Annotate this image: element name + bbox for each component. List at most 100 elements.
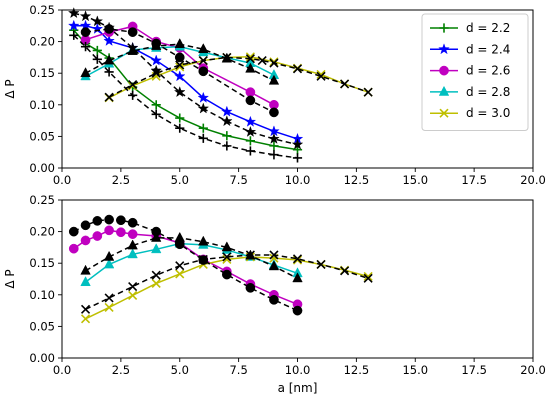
data-point: [245, 146, 255, 156]
data-point: [222, 141, 232, 151]
data-point: [128, 282, 138, 292]
data-point: [245, 62, 256, 73]
y-tick-label: 0.10: [29, 288, 55, 302]
series-ref-2: [80, 252, 373, 324]
data-point: [91, 15, 104, 27]
data-point: [292, 272, 303, 283]
chart-panel-2: 0.0 2.5 5.0 7.5 10.0 12.5 15.0 17.5 20.0 0.00 0.05…: [3, 193, 546, 395]
data-point: [291, 138, 304, 150]
legend-label: d = 3.0: [466, 106, 510, 120]
data-point: [197, 102, 210, 114]
legend-entry: d = 2.8: [430, 85, 510, 99]
series-ref-5: [69, 30, 303, 163]
x-tick-label: 12.5: [344, 173, 370, 187]
series-d-2-2: [69, 25, 303, 155]
y-axis-label: Δ P: [3, 269, 17, 288]
legend: d = 2.2 d = 2.4 d = 2.6 d = 2.8 d = 3.0: [421, 13, 529, 131]
data-point: [268, 260, 280, 271]
data-point: [175, 62, 185, 72]
data-point: [292, 305, 303, 316]
series-line: [85, 242, 298, 283]
data-point: [269, 58, 279, 68]
x-tick-label: 12.5: [344, 363, 370, 377]
data-point: [340, 266, 350, 276]
x-tick-label: 7.5: [229, 363, 247, 377]
data-point: [104, 225, 114, 236]
data-point: [269, 107, 279, 118]
data-point: [292, 153, 303, 163]
data-point: [269, 150, 279, 160]
data-point: [128, 90, 138, 100]
data-point: [104, 67, 114, 77]
data-point: [198, 133, 208, 143]
data-point: [198, 55, 208, 66]
legend-marker: [439, 65, 449, 76]
x-tick-label: 2.5: [112, 363, 130, 377]
y-tick-label: 0.25: [29, 3, 55, 17]
x-tick-label: 10.0: [285, 363, 311, 377]
data-point: [245, 250, 255, 260]
y-tick-label: 0.25: [29, 193, 55, 207]
series-ref-6: [67, 7, 304, 150]
data-point: [174, 231, 185, 242]
y-tick-label: 0.05: [29, 319, 55, 333]
x-tick-label: 20.0: [520, 363, 546, 377]
data-point: [222, 269, 232, 280]
data-point: [363, 271, 373, 282]
data-point: [79, 10, 92, 22]
data-point: [92, 216, 103, 226]
series-ref-1: [80, 237, 303, 287]
data-point: [104, 24, 114, 34]
data-point: [175, 60, 185, 70]
data-point: [127, 248, 138, 259]
x-tick-label: 10.0: [285, 173, 311, 187]
data-point: [116, 227, 126, 238]
data-point: [67, 19, 80, 31]
data-point: [292, 255, 303, 265]
series-group: [67, 7, 373, 163]
data-point: [245, 87, 256, 98]
data-point: [175, 123, 185, 133]
legend-marker: [439, 108, 449, 118]
data-point: [268, 132, 280, 144]
data-point: [245, 52, 255, 62]
data-point: [245, 136, 255, 146]
data-point: [128, 290, 138, 300]
legend-label: d = 2.8: [466, 85, 510, 99]
series-line: [73, 29, 298, 151]
data-point: [92, 45, 102, 56]
y-tick-label: 0.20: [29, 225, 55, 239]
data-point: [151, 68, 161, 78]
data-point: [80, 314, 91, 324]
series-ref-4: [80, 231, 303, 283]
x-tick-label: 2.5: [112, 173, 130, 187]
data-point: [80, 264, 91, 275]
data-point: [151, 278, 161, 288]
x-tick-label: 0.0: [53, 173, 71, 187]
series-line: [85, 45, 275, 78]
data-point: [198, 123, 208, 133]
data-point: [257, 55, 267, 66]
series-group: [68, 214, 373, 324]
x-tick-label: 0.0: [53, 363, 71, 377]
series-line: [108, 56, 369, 99]
data-point: [103, 34, 115, 46]
data-point: [68, 226, 79, 237]
data-point: [269, 141, 279, 151]
data-point: [67, 7, 80, 19]
x-tick-label: 20.0: [520, 173, 546, 187]
data-point: [222, 252, 232, 262]
legend-label: d = 2.2: [466, 21, 510, 35]
legend-marker: [439, 23, 449, 33]
y-tick-label: 0.15: [29, 256, 55, 270]
chart-panel-1: 0.0 2.5 5.0 7.5 10.0 12.5 15.0 17.5 20.0 0.00 0.05…: [3, 3, 546, 187]
data-point: [197, 91, 210, 103]
y-tick-label: 0.10: [29, 98, 55, 112]
data-point: [80, 67, 91, 78]
data-point: [244, 125, 257, 137]
data-point: [103, 258, 115, 269]
legend-marker: [438, 85, 450, 96]
data-point: [244, 115, 257, 127]
